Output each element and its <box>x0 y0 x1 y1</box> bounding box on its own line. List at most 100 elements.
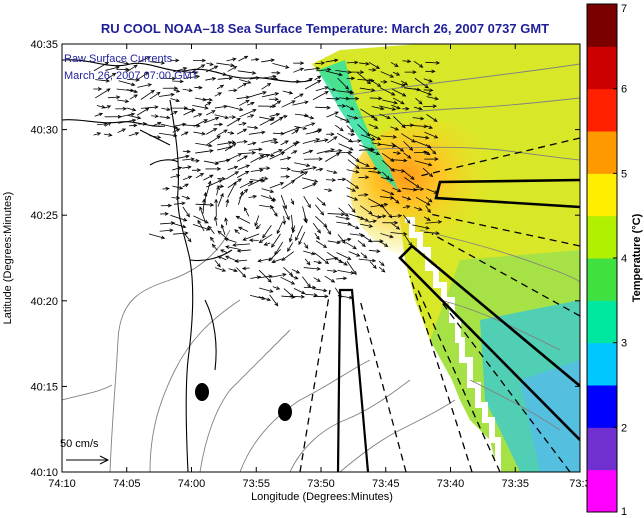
current-vector-head <box>312 285 317 290</box>
current-vector-head <box>390 158 395 162</box>
current-vector-head <box>209 62 214 66</box>
current-vector-head <box>416 87 421 92</box>
current-vector-head <box>315 66 321 71</box>
current-vector <box>358 176 369 179</box>
current-vector-head <box>259 155 265 159</box>
current-vector-head <box>429 88 434 93</box>
current-vector <box>236 215 251 224</box>
current-vector-head <box>182 122 187 127</box>
current-vector-head <box>146 56 151 60</box>
current-vector <box>237 155 248 162</box>
current-vector <box>247 178 264 187</box>
current-vector <box>357 72 371 85</box>
current-vector-head <box>294 275 299 280</box>
current-vector <box>346 90 354 94</box>
current-vector-head <box>316 278 321 282</box>
current-vector <box>338 143 354 151</box>
current-vector <box>239 99 250 106</box>
current-vector-head <box>230 131 235 135</box>
current-vector <box>390 126 399 131</box>
current-vector-head <box>130 112 136 117</box>
current-vector <box>238 191 243 205</box>
current-vector-head <box>434 96 439 101</box>
current-vector-head <box>125 67 130 72</box>
current-vector <box>249 77 260 80</box>
current-vector <box>337 234 346 244</box>
current-vector <box>303 67 320 71</box>
coastline <box>62 59 313 472</box>
current-vector-head <box>133 94 138 99</box>
current-vector-head <box>371 258 377 263</box>
current-vector-head <box>225 198 230 204</box>
colorbar-segment <box>587 342 617 386</box>
current-vector-head <box>201 131 206 136</box>
current-vector-head <box>173 133 178 138</box>
current-vector-head <box>234 259 239 263</box>
x-axis-title: Longitude (Degrees:Minutes) <box>251 491 393 503</box>
current-vector-head <box>220 192 224 198</box>
current-vector-head <box>363 254 368 259</box>
x-axis-ticks: 74:10 74:05 74:00 73:55 73:50 73:45 73:40 73:35… <box>48 44 591 490</box>
current-vector <box>336 252 351 260</box>
current-vector-head <box>338 259 343 264</box>
current-vector <box>136 72 149 81</box>
current-vector-head <box>175 58 180 63</box>
current-vector-head <box>348 150 353 155</box>
current-vector-head <box>195 74 201 79</box>
current-vector <box>96 123 107 126</box>
current-vector-head <box>424 84 429 89</box>
current-vector-head <box>432 150 437 155</box>
current-vector-head <box>322 244 328 248</box>
current-vector <box>269 152 285 160</box>
current-vector-head <box>383 202 389 207</box>
current-vector-head <box>133 64 138 69</box>
current-vector-head <box>321 201 326 206</box>
current-vector-head <box>324 294 329 299</box>
current-vector-head <box>396 151 402 155</box>
current-vector-head <box>282 220 287 225</box>
current-vector <box>248 131 265 135</box>
current-vector <box>233 243 250 246</box>
current-vector-head <box>254 222 258 227</box>
current-vector <box>393 151 401 154</box>
current-vector-head <box>382 214 387 219</box>
current-vector-head <box>209 174 214 179</box>
current-vector <box>247 114 254 118</box>
current-vector-head <box>251 150 257 155</box>
current-vector-head <box>269 189 275 193</box>
current-vector-head <box>272 74 277 79</box>
current-vector <box>425 221 442 224</box>
current-vector-head <box>133 89 139 94</box>
current-vector-head <box>353 197 359 201</box>
current-vector-head <box>293 142 298 147</box>
current-vector <box>216 84 224 90</box>
current-vector-head <box>434 134 439 139</box>
current-vector <box>281 180 295 190</box>
current-vector <box>303 250 315 255</box>
current-vector-head <box>340 212 346 217</box>
current-vector-head <box>427 91 433 96</box>
current-vector-head <box>344 212 349 217</box>
current-vector <box>182 150 191 153</box>
current-vector-head <box>390 191 395 196</box>
current-vector-head <box>96 132 102 136</box>
current-vector-head <box>283 205 287 210</box>
current-vector <box>170 111 178 116</box>
current-vector-head <box>243 139 248 144</box>
current-vector <box>280 176 290 178</box>
current-vector-head <box>243 155 248 160</box>
current-vector <box>347 152 360 162</box>
current-vector <box>412 125 427 127</box>
current-vector <box>426 114 438 122</box>
current-vector-head <box>247 80 252 84</box>
current-vector-head <box>435 60 441 65</box>
current-vector <box>197 220 205 232</box>
current-vector <box>390 62 399 67</box>
current-vector-head <box>350 128 355 133</box>
current-vector <box>126 64 138 73</box>
current-vector-head <box>233 88 238 93</box>
current-vector <box>279 157 291 161</box>
current-vector-head <box>334 256 339 261</box>
current-vector-head <box>136 115 142 120</box>
current-vector-head <box>131 82 136 87</box>
